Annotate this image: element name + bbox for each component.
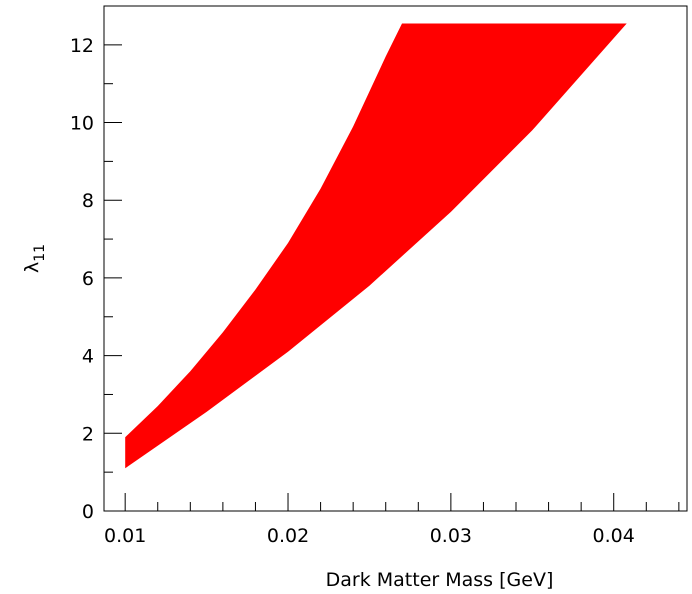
y-tick-label: 6 — [82, 268, 94, 290]
x-tick-label: 0.04 — [593, 525, 635, 547]
y-tick-label: 12 — [70, 35, 94, 57]
y-axis-label: λ11 — [21, 244, 48, 273]
x-axis-label: Dark Matter Mass [GeV] — [326, 569, 554, 591]
plot-frame — [103, 5, 688, 512]
y-axis-label-main: λ — [21, 262, 43, 273]
y-tick-label: 2 — [82, 423, 94, 445]
y-tick-label: 0 — [82, 501, 94, 523]
allowed-region-0 — [125, 23, 627, 469]
region-layer — [125, 23, 627, 469]
tick-layer: 0.01 0.02 0.03 0.04 0 2 4 6 8 10 12 — [70, 5, 680, 547]
x-tick-label: 0.01 — [104, 525, 146, 547]
y-tick-label: 8 — [82, 190, 94, 212]
y-tick-label: 10 — [70, 113, 94, 135]
y-tick-label: 4 — [82, 346, 94, 368]
y-axis-label-subscript: 11 — [32, 244, 48, 262]
x-tick-label: 0.02 — [267, 525, 309, 547]
x-tick-label: 0.03 — [430, 525, 472, 547]
